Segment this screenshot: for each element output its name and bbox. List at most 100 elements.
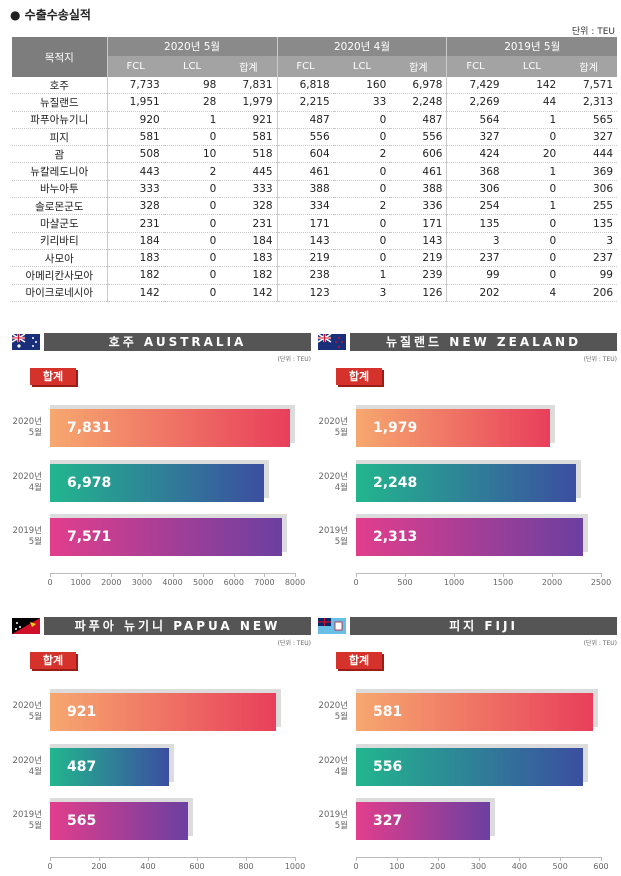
number-cell: 135 [560,214,617,233]
flag [12,334,40,350]
number-cell: 0 [333,162,391,181]
x-tick-label: 8000 [284,578,306,587]
destination-cell: 마이크로네시아 [12,284,108,302]
tick-mark [197,857,198,861]
destination-cell: 뉴질랜드 [12,93,108,112]
table-row: 마이크로네시아 142 0 142 123 3 126 202 4 206 [12,284,617,302]
chart-unit: (단위 : TEU) [583,640,617,647]
badge: 합계 [30,652,76,669]
table-row: 솔로몬군도 328 0 328 334 2 336 254 1 255 [12,197,617,216]
number-cell: 487 [390,111,447,129]
category-label: 2020년 5월 [318,417,348,438]
x-tick-label: 200 [430,862,446,871]
number-cell: 33 [333,93,391,112]
subheader-cell: 합계 [220,56,278,77]
number-cell: 184 [106,232,164,250]
x-axis [356,573,601,574]
tick-mark [503,573,504,577]
x-tick-label: 800 [238,862,254,871]
number-cell: 0 [333,232,391,250]
destination-cell: 바누아투 [12,180,108,199]
number-cell: 388 [390,180,447,199]
badge: 합계 [30,368,76,385]
tick-mark [454,573,455,577]
number-cell: 0 [503,214,561,233]
chart-unit: (단위 : TEU) [277,356,311,363]
number-cell: 0 [163,180,221,199]
number-cell: 182 [220,266,278,285]
number-cell: 123 [276,284,334,302]
number-cell: 6,818 [276,77,334,95]
number-cell: 255 [560,197,617,216]
chart-panel: 파푸아 뉴기니 PAPUA NEW GUINEA (단위 : TEU) 합계 0… [12,617,311,875]
bar [50,463,264,502]
bar [356,518,583,556]
header-cell: 2019년 5월 [446,37,617,56]
tick-mark [233,573,235,577]
number-cell: 206 [560,284,617,302]
number-cell: 921 [220,111,278,129]
number-cell: 237 [560,249,617,268]
header-cell: 2020년 4월 [276,37,447,56]
number-cell: 1 [503,162,561,181]
table-row: 호주 7,733 98 7,831 6,818 160 6,978 7,429 142 7,571 [12,77,617,95]
number-cell: 183 [220,249,278,268]
number-cell: 3 [560,232,617,250]
number-cell: 10 [163,145,221,164]
category-label: 2019년 5월 [318,810,348,831]
number-cell: 99 [560,266,617,285]
destination-cell: 솔로몬군도 [12,197,108,216]
number-cell: 328 [220,197,278,216]
x-tick-label: 1000 [443,578,465,587]
number-cell: 327 [560,128,617,147]
x-tick-label: 500 [397,578,413,587]
number-cell: 443 [106,162,164,181]
tick-mark [295,573,296,577]
destination-cell: 아메리칸사모아 [12,266,108,285]
x-tick-label: 2000 [101,578,122,587]
value-label: 565 [67,813,97,829]
unit-note: 단위 : TEU [571,27,615,37]
category-label: 2020년 5월 [12,701,42,722]
number-cell: 2 [333,145,391,164]
flag [318,618,346,634]
number-cell: 99 [446,266,504,285]
number-cell: 334 [276,197,334,216]
bar [50,693,276,731]
category-label: 2020년 4월 [318,471,348,493]
number-cell: 238 [276,266,334,285]
destination-cell: 파푸아뉴기니 [12,111,108,129]
x-tick-label: 400 [140,862,156,871]
chart-panel: 뉴질랜드 NEW ZEALAND (단위 : TEU) 합계 0 500 1000 1… [318,333,617,591]
number-cell: 556 [276,128,334,147]
table-row: 바누아투 333 0 333 388 0 388 306 0 306 [12,180,617,199]
data-table: 목적지 2020년 5월 2020년 4월 2019년 5월 FCL LCL 합계 FCL LC… [12,37,617,302]
number-cell: 184 [220,232,278,250]
number-cell: 3 [333,284,391,302]
chart-unit: (단위 : TEU) [583,356,617,363]
number-cell: 0 [503,266,561,285]
table-row: 뉴질랜드 1,951 28 1,979 2,215 33 2,248 2,269 44 2,313 [12,93,617,112]
table-row: 키리바티 184 0 184 143 0 143 3 0 3 [12,232,617,250]
bar [356,802,490,840]
subheader-cell: FCL [446,56,504,77]
tick-mark [99,857,100,861]
tick-mark [203,573,205,577]
x-tick-label: 1500 [492,578,514,587]
number-cell: 7,733 [106,77,164,95]
x-tick-label: 300 [470,862,487,871]
number-cell: 183 [106,249,164,268]
value-label: 2,313 [373,529,418,545]
destination-cell: 피지 [12,128,108,147]
number-cell: 565 [560,111,617,129]
table-row: 마샬군도 231 0 231 171 0 171 135 0 135 [12,214,617,233]
flag [12,618,40,634]
x-tick-label: 0 [353,862,359,871]
category-label: 2019년 5월 [12,526,42,547]
number-cell: 0 [163,197,221,216]
tick-mark [148,857,149,861]
number-cell: 171 [276,214,334,233]
number-cell: 0 [503,128,561,147]
number-cell: 327 [446,128,504,147]
